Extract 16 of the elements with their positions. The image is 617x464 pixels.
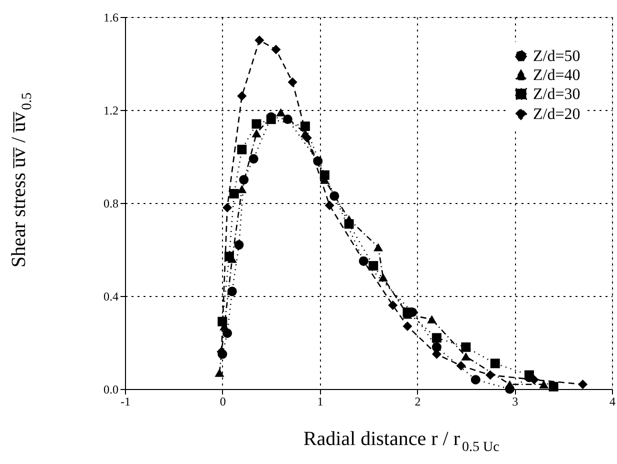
y-tick-label: 1.2: [104, 104, 118, 118]
y-tick-label: 0.8: [104, 196, 118, 210]
legend-label: Z/d=20: [533, 106, 580, 123]
y-tick-label: 0.0: [104, 382, 118, 396]
y-axis-title: Shear stress u̅v̅ / u̅v̅0.5: [8, 92, 35, 268]
legend-label: Z/d=40: [533, 67, 580, 84]
x-tick-label: 0: [220, 394, 226, 408]
legend-label: Z/d=30: [533, 86, 580, 103]
y-tick-label: 1.6: [104, 10, 118, 24]
x-tick-label: -1: [120, 394, 130, 408]
x-tick-label: 4: [610, 394, 616, 408]
x-tick-label: 3: [512, 394, 518, 408]
y-tick-label: 0.4: [104, 290, 118, 304]
x-tick-label: 2: [414, 394, 421, 408]
x-tick-label: 1: [317, 394, 324, 408]
legend-label: Z/d=50: [533, 48, 580, 65]
